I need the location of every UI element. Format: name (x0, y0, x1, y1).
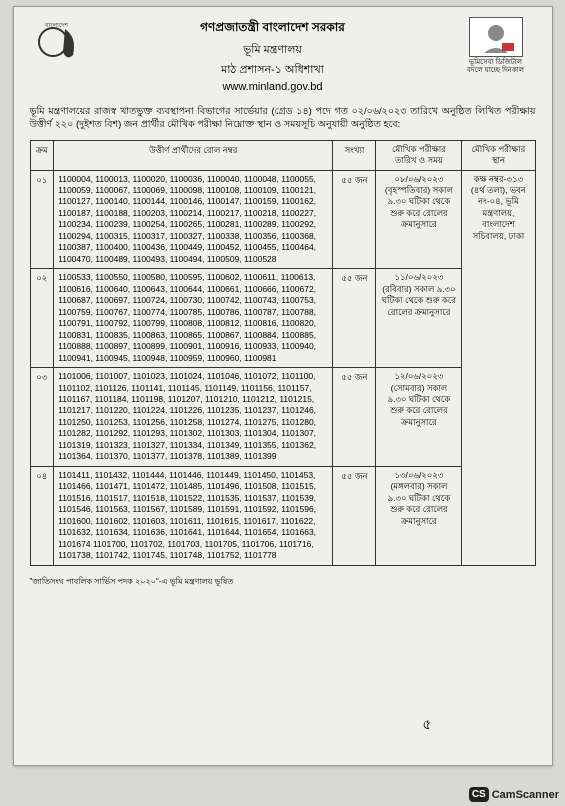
right-caption-2: বদলে যাচ্ছে দিনকাল (456, 67, 536, 75)
rolls-cell: 1100533, 1100550, 1100580, 1100595, 1100… (54, 269, 333, 368)
intro-paragraph: ভূমি মন্ত্রণালয়ের রাজস্ব খাতভুক্ত ব্যবস… (30, 105, 536, 132)
venue-cell: কক্ষ নম্বর-৩১৩ (৪র্থ তলা), ভবন নং-০৪, ভূ… (462, 170, 535, 565)
camscanner-label: CamScanner (492, 789, 559, 801)
bangladesh-50-logo: বাংলাদেশ (30, 17, 90, 67)
website-url: www.minland.gov.bd (90, 81, 456, 93)
col-count-header: সংখ্যা (333, 140, 376, 170)
table-row: ০৪ 1101411, 1101432, 1101444, 1101446, 1… (30, 466, 535, 565)
col-venue-header: মৌখিক পরীক্ষার স্থান (462, 140, 535, 170)
count-cell: ৫৫ জন (333, 170, 376, 269)
count-cell: ৫৫ জন (333, 368, 376, 467)
serial-cell: ০৩ (30, 368, 54, 467)
count-cell: ৫৫ জন (333, 466, 376, 565)
header-text: গণপ্রজাতন্ত্রী বাংলাদেশ সরকার ভূমি মন্ত্… (90, 17, 456, 95)
rolls-cell: 1101006, 1101007, 1101023, 1101024, 1101… (54, 368, 333, 467)
serial-cell: ০৪ (30, 466, 54, 565)
section-name: মাঠ প্রশাসন-১ অধিশাখা (90, 61, 456, 80)
rolls-cell: 1101411, 1101432, 1101444, 1101446, 1101… (54, 466, 333, 565)
gov-name: গণপ্রজাতন্ত্রী বাংলাদেশ সরকার (90, 19, 456, 39)
table-row: ০২ 1100533, 1100550, 1100580, 1100595, 1… (30, 269, 535, 368)
header: বাংলাদেশ গণপ্রজাতন্ত্রী বাংলাদেশ সরকার ভ… (30, 17, 536, 95)
count-cell: ৫৫ জন (333, 269, 376, 368)
ministry-name: ভূমি মন্ত্রণালয় (90, 41, 456, 60)
result-table: ক্রম উত্তীর্ণ প্রার্থীদের রোল নম্বর সংখ্… (30, 140, 536, 566)
date-cell: ০৮/০৬/২০২৩ (বৃহস্পতিবার) সকাল ৯.৩০ ঘটিকা… (376, 170, 462, 269)
date-cell: ১৩/০৬/২০২৩ (মঙ্গলবার) সকাল ৯.৩০ ঘটিকা থে… (376, 466, 462, 565)
footer-note: "জাতিসংঘ পাবলিক সার্ভিস পদক ২০২০"-এ ভূমি… (30, 576, 536, 589)
rolls-cell: 1100004, 1100013, 1100020, 1100036, 1100… (54, 170, 333, 269)
table-header-row: ক্রম উত্তীর্ণ প্রার্থীদের রোল নম্বর সংখ্… (30, 140, 535, 170)
signature-mark: ৫ (422, 713, 431, 737)
right-caption-1: ভূমিসেবা ডিজিটাল (456, 59, 536, 67)
col-date-header: মৌখিক পরীক্ষার তারিখ ও সময় (376, 140, 462, 170)
mujib-portrait-block: ভূমিসেবা ডিজিটাল বদলে যাচ্ছে দিনকাল (456, 17, 536, 74)
date-cell: ১২/০৬/২০২৩ (সোমবার) সকাল ৯.৩০ ঘটিকা থেকে… (376, 368, 462, 467)
portrait-icon (469, 17, 523, 57)
date-cell: ১১/০৬/২০২৩ (রবিবার) সকাল ৯.৩০ ঘটিকা থেকে… (376, 269, 462, 368)
serial-cell: ০২ (30, 269, 54, 368)
col-serial-header: ক্রম (30, 140, 54, 170)
svg-text:বাংলাদেশ: বাংলাদেশ (44, 23, 68, 29)
document-page: বাংলাদেশ গণপ্রজাতন্ত্রী বাংলাদেশ সরকার ভ… (13, 6, 553, 766)
table-row: ০৩ 1101006, 1101007, 1101023, 1101024, 1… (30, 368, 535, 467)
table-row: ০১ 1100004, 1100013, 1100020, 1100036, 1… (30, 170, 535, 269)
serial-cell: ০১ (30, 170, 54, 269)
col-rolls-header: উত্তীর্ণ প্রার্থীদের রোল নম্বর (54, 140, 333, 170)
